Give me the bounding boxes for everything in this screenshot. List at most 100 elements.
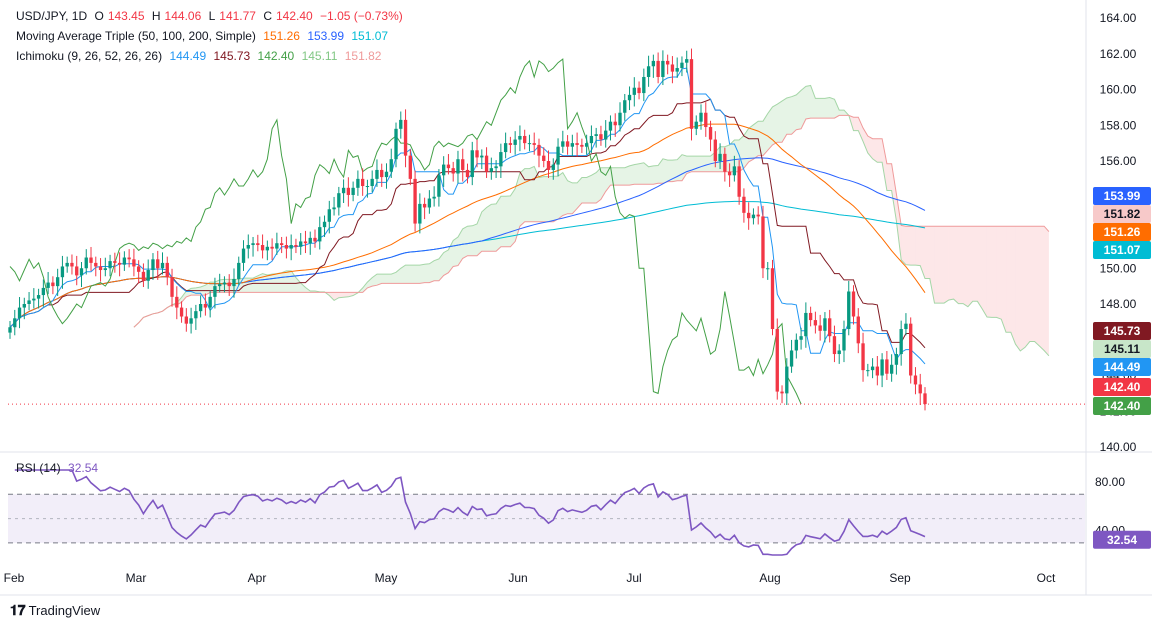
y-tick-label: 164.00 (1100, 11, 1137, 25)
cloud-segment (382, 274, 387, 283)
candle-body (113, 261, 116, 263)
x-tick-label: Feb (4, 571, 25, 585)
cloud-segment (901, 225, 906, 264)
candle-body (8, 327, 11, 332)
cloud-segment (825, 98, 830, 119)
rsi-value: 32.54 (68, 461, 98, 475)
candle-body (923, 393, 926, 404)
rsi-legend-label: RSI (14) (16, 461, 61, 475)
candle-body (409, 156, 412, 179)
y-tick-label: 148.00 (1100, 297, 1137, 311)
candle-body (614, 122, 617, 126)
ichimoku-legend[interactable]: Ichimoku (9, 26, 52, 26, 26) 144.49 145.… (16, 49, 385, 63)
candle-body (13, 318, 16, 327)
chikou-value: 142.40 (258, 49, 295, 63)
rsi-panel (8, 470, 1085, 555)
candle-body (432, 197, 435, 199)
candle-body (371, 179, 374, 186)
ma-legend[interactable]: Moving Average Triple (50, 100, 200, Sim… (16, 29, 392, 43)
ma200-line (10, 201, 925, 327)
cloud-segment (696, 156, 701, 172)
cloud-segment (553, 176, 558, 222)
candle-body (633, 88, 636, 95)
cloud-segment (877, 139, 882, 163)
rsi-legend[interactable]: RSI (14) 32.54 (16, 461, 102, 475)
candle-body (437, 175, 440, 196)
cloud-segment (468, 226, 473, 256)
candle-body (380, 170, 383, 177)
cloud-segment (453, 237, 458, 266)
candle-body (461, 159, 464, 170)
candle-body (123, 258, 126, 265)
open-value: 143.45 (108, 9, 145, 23)
candle-body (571, 143, 574, 147)
cloud-segment (749, 125, 754, 162)
candle-body (485, 156, 488, 172)
candle-body (842, 329, 845, 350)
candle-body (561, 141, 564, 146)
y-tick-label: 150.00 (1100, 261, 1137, 275)
candle-body (795, 340, 798, 351)
x-tick-label: Oct (1037, 571, 1056, 585)
cloud-segment (463, 226, 468, 258)
candle-body (490, 168, 493, 172)
candle-body (337, 193, 340, 207)
candle-body (94, 263, 97, 267)
cloud-segment (410, 265, 415, 283)
candle-body (818, 325, 821, 330)
x-tick-label: Mar (126, 571, 147, 585)
candle-body (718, 154, 721, 161)
price-tag-text-span_b: 151.82 (1104, 207, 1141, 221)
cloud-segment (649, 166, 654, 184)
cloud-segment (515, 173, 520, 241)
candle-body (656, 61, 659, 77)
candle-body (118, 263, 121, 265)
candle-body (676, 68, 679, 72)
cloud-segment (625, 166, 630, 185)
candle-body (418, 204, 421, 224)
candle-body (194, 311, 197, 318)
candle-body (709, 127, 712, 140)
candle-body (704, 113, 707, 127)
cloud-segment (558, 173, 563, 219)
candle-body (471, 150, 474, 177)
ma-legend-label: Moving Average Triple (50, 100, 200, Sim… (16, 29, 256, 43)
candle-body (80, 268, 83, 275)
candle-body (266, 247, 269, 251)
candle-body (399, 120, 402, 129)
candle-body (342, 188, 345, 193)
candle-body (690, 59, 693, 129)
tradingview-logo-text: TradingView (29, 603, 101, 618)
candle-body (180, 308, 183, 317)
cloud-segment (434, 259, 439, 281)
candle-body (552, 165, 555, 170)
cloud-segment (977, 226, 982, 309)
candle-body (37, 295, 40, 299)
cloud-segment (973, 226, 978, 301)
candle-body (771, 268, 774, 329)
x-tick-label: May (375, 571, 398, 585)
candle-body (823, 318, 826, 331)
symbol-label[interactable]: USD/JPY, 1D (16, 9, 87, 23)
candle-body (752, 215, 755, 219)
candle-body (761, 216, 764, 268)
candle-body (142, 272, 145, 281)
rsi-price-tag-text: 32.54 (1107, 533, 1137, 547)
candle-body (423, 204, 426, 208)
cloud-segment (596, 168, 601, 203)
candle-body (170, 277, 173, 297)
cloud-segment (996, 226, 1001, 319)
cloud-segment (796, 90, 801, 129)
candle-body (814, 320, 817, 325)
cloud-segment (911, 226, 916, 265)
cloud-segment (587, 175, 592, 203)
candle-body (132, 259, 135, 266)
cloud-segment (501, 196, 506, 246)
candle-body (108, 261, 111, 268)
candle-body (723, 154, 726, 172)
candle-body (742, 197, 745, 213)
cloud-segment (639, 163, 644, 184)
